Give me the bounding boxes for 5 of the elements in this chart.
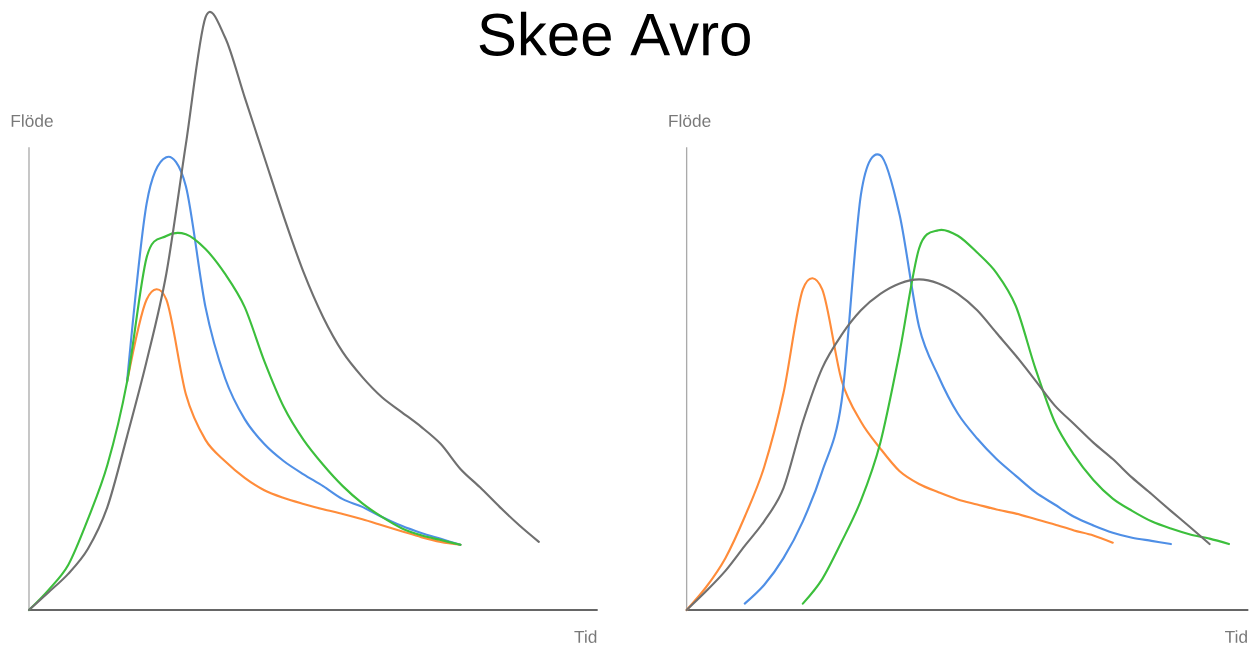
- chart-title: Skee Avro: [479, 11, 750, 56]
- y-axis-title: Flöde: [11, 114, 53, 128]
- x-axis-title: Tid: [574, 630, 597, 643]
- x-axis-title: Tid: [1225, 630, 1247, 643]
- y-axis-title: Flöde: [669, 114, 711, 128]
